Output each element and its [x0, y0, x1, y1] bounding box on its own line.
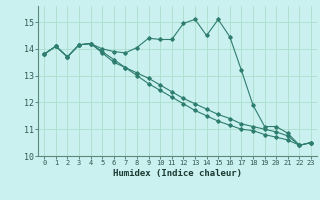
- X-axis label: Humidex (Indice chaleur): Humidex (Indice chaleur): [113, 169, 242, 178]
